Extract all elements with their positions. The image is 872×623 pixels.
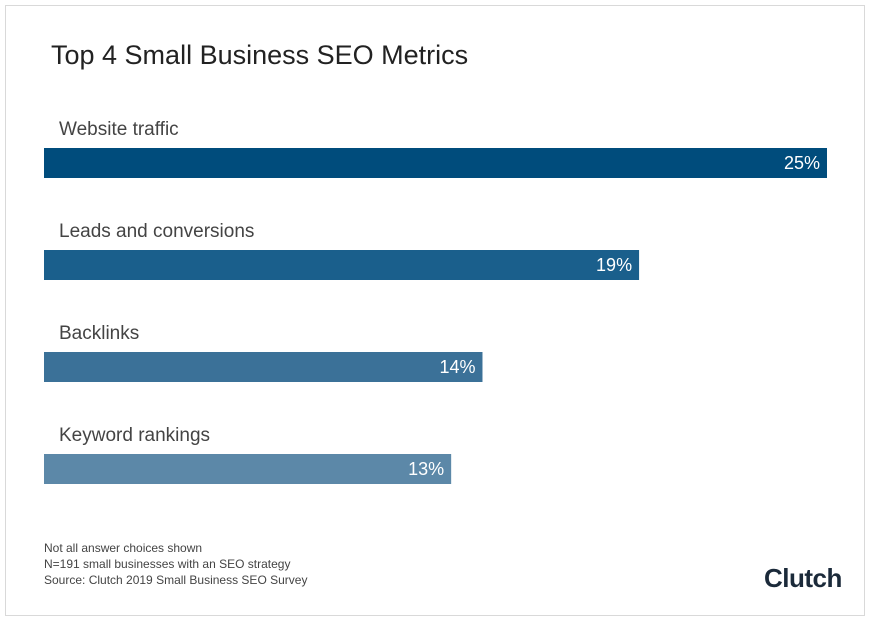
footnote-sample: N=191 small businesses with an SEO strat… <box>44 557 291 571</box>
bar <box>44 148 827 178</box>
category-label: Website traffic <box>59 119 179 140</box>
category-label: Keyword rankings <box>59 425 210 446</box>
bar <box>44 250 640 280</box>
clutch-logo: Clutch <box>764 563 842 594</box>
bar <box>44 454 452 484</box>
chart-title: Top 4 Small Business SEO Metrics <box>51 40 469 70</box>
category-label: Backlinks <box>59 323 139 344</box>
footnote-source: Source: Clutch 2019 Small Business SEO S… <box>44 573 308 587</box>
footnote-choices: Not all answer choices shown <box>44 541 203 555</box>
logo-text: Clutch <box>764 563 842 593</box>
bar-value-label: 25% <box>784 153 820 173</box>
chart-frame <box>5 5 865 616</box>
bar-value-label: 14% <box>439 357 475 377</box>
footnotes: Not all answer choices shown N=191 small… <box>44 540 307 588</box>
category-label: Leads and conversions <box>59 221 254 242</box>
bar-value-label: 19% <box>596 255 632 275</box>
bar <box>44 352 483 382</box>
bar-value-label: 13% <box>408 459 444 479</box>
